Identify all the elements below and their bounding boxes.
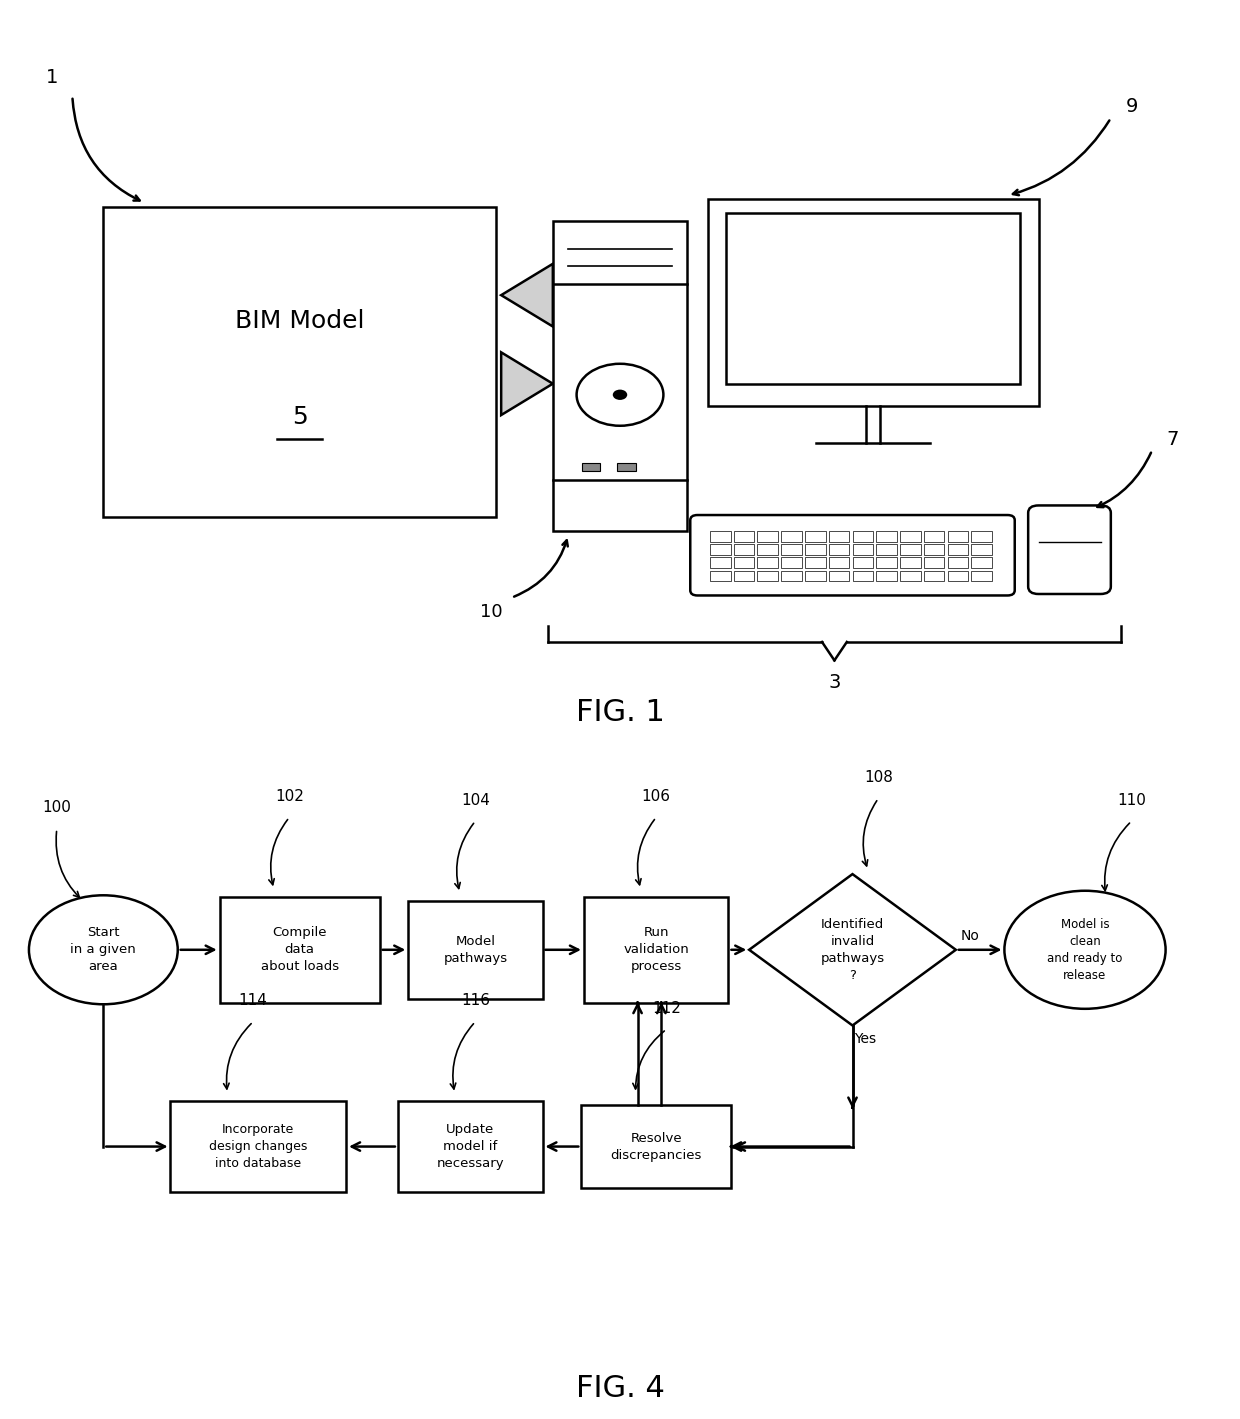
Text: Resolve
discrepancies: Resolve discrepancies [610,1131,702,1162]
Bar [709,558,730,569]
Text: BIM Model: BIM Model [234,309,365,333]
Bar [900,570,920,582]
Text: FIG. 4: FIG. 4 [575,1374,665,1403]
Bar [877,531,897,542]
Bar [828,558,849,569]
Text: 110: 110 [1117,792,1146,807]
Bar [828,570,849,582]
Text: 9: 9 [1126,98,1137,116]
Bar [877,570,897,582]
Text: 102: 102 [275,789,304,803]
Bar [805,558,826,569]
Text: 104: 104 [461,792,490,807]
Text: Yes: Yes [854,1032,875,1046]
Text: 1: 1 [46,68,58,87]
Text: Model is
clean
and ready to
release: Model is clean and ready to release [1048,918,1122,982]
Text: 7: 7 [1167,430,1179,448]
Bar [924,531,945,542]
Bar [758,558,779,569]
Bar [924,558,945,569]
Bar [582,1105,732,1188]
Bar [170,1101,346,1192]
Bar [947,531,968,542]
Text: Incorporate
design changes
into database: Incorporate design changes into database [210,1122,308,1171]
Bar [103,207,496,517]
Bar [584,897,728,1003]
Bar [219,897,379,1003]
Text: FIG. 1: FIG. 1 [575,698,665,727]
FancyBboxPatch shape [691,515,1014,596]
Text: 108: 108 [864,769,893,785]
Bar [734,531,754,542]
FancyBboxPatch shape [1028,505,1111,595]
Bar [947,545,968,555]
Bar [553,221,687,531]
Bar [971,558,992,569]
Bar [398,1101,543,1192]
Bar [828,545,849,555]
Bar [805,570,826,582]
Circle shape [1004,891,1166,1009]
Bar [900,531,920,542]
Text: Update
model if
necessary: Update model if necessary [436,1122,503,1171]
Bar [947,570,968,582]
Text: 116: 116 [461,993,490,1007]
Bar [781,558,802,569]
Bar [709,570,730,582]
Bar [781,531,802,542]
Bar [805,531,826,542]
Bar [781,545,802,555]
Text: 5: 5 [291,406,308,430]
Bar [853,570,873,582]
Bar [900,558,920,569]
Bar [924,570,945,582]
Bar [582,464,600,471]
Bar [828,531,849,542]
Text: 112: 112 [652,1000,681,1016]
Bar [971,531,992,542]
Bar [408,901,543,999]
Bar [924,545,945,555]
Bar [877,558,897,569]
Bar [618,464,635,471]
Bar [853,531,873,542]
Circle shape [613,390,627,400]
Text: Start
in a given
area: Start in a given area [71,927,136,973]
Text: Compile
data
about loads: Compile data about loads [260,927,339,973]
Bar [853,558,873,569]
Polygon shape [501,352,553,414]
Text: Run
validation
process: Run validation process [624,927,689,973]
Text: 3: 3 [828,673,841,692]
Bar [758,545,779,555]
Text: 114: 114 [239,993,268,1007]
Bar [734,545,754,555]
Polygon shape [749,874,956,1026]
Bar [709,545,730,555]
Circle shape [29,895,177,1005]
Bar [853,545,873,555]
Bar [709,531,730,542]
Text: No: No [961,929,980,944]
Bar [758,570,779,582]
Text: Model
pathways: Model pathways [443,935,507,965]
Bar [971,570,992,582]
Bar [971,545,992,555]
Bar [781,570,802,582]
Text: 106: 106 [641,789,671,803]
Bar [727,213,1019,383]
Bar [734,570,754,582]
Bar [758,531,779,542]
Bar [877,545,897,555]
Bar [708,199,1039,406]
Text: 100: 100 [42,800,71,815]
Polygon shape [501,264,553,326]
Text: 10: 10 [480,603,502,622]
Bar [900,545,920,555]
Bar [805,545,826,555]
Bar [947,558,968,569]
Text: Identified
invalid
pathways
?: Identified invalid pathways ? [821,918,884,982]
Bar [734,558,754,569]
